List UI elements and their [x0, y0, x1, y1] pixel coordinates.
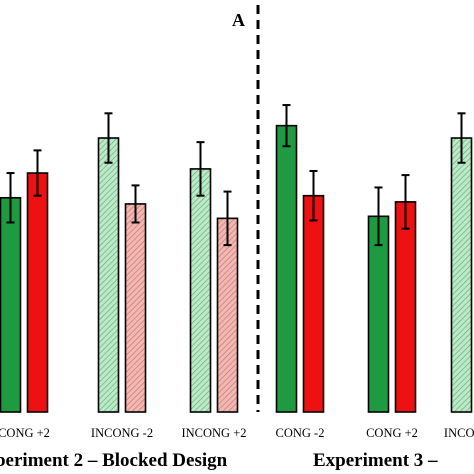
error-bar-0-0	[6, 172, 15, 224]
bars-layer	[0, 124, 473, 413]
bar-2-1	[216, 217, 239, 413]
category-label-5: INCONG -2	[444, 426, 474, 440]
bar-0-1	[26, 172, 49, 413]
bar-4-1	[394, 201, 417, 413]
category-labels: CONG +2 INCONG -2 INCONG +2 CONG -2 CONG +2 I…	[0, 426, 474, 440]
category-label-0: CONG +2	[0, 426, 50, 440]
error-bar-0-1	[33, 149, 42, 197]
category-label-1: INCONG -2	[91, 426, 153, 440]
experiment-labels: Experiment 2 – Blocked Design Experiment …	[0, 450, 438, 471]
error-bar-1-1	[131, 184, 140, 224]
category-label-4: CONG +2	[366, 426, 418, 440]
error-bars-layer	[6, 104, 466, 247]
error-bar-4-1	[401, 174, 410, 230]
category-label-2: INCONG +2	[181, 426, 246, 440]
error-bar-4-0	[374, 186, 383, 247]
category-label-3: CONG -2	[276, 426, 325, 440]
error-bar-3-1	[309, 169, 318, 222]
error-bar-3-0	[282, 104, 291, 148]
error-bar-2-0	[196, 141, 205, 197]
bar-3-0	[275, 124, 298, 413]
experiment-label-1: Experiment 3 –	[313, 450, 438, 471]
experiment-label-0: Experiment 2 – Blocked Design	[0, 450, 228, 471]
panel-label: A	[232, 10, 245, 30]
bar-3-1	[302, 194, 325, 413]
error-bar-5-0	[457, 112, 466, 164]
error-bar-1-0	[104, 112, 113, 164]
error-bar-2-1	[223, 190, 232, 247]
bar-2-0	[189, 168, 212, 413]
bar-0-0	[0, 196, 22, 413]
bar-1-0	[97, 137, 120, 413]
bar-5-0	[450, 137, 473, 413]
bar-1-1	[124, 203, 147, 413]
